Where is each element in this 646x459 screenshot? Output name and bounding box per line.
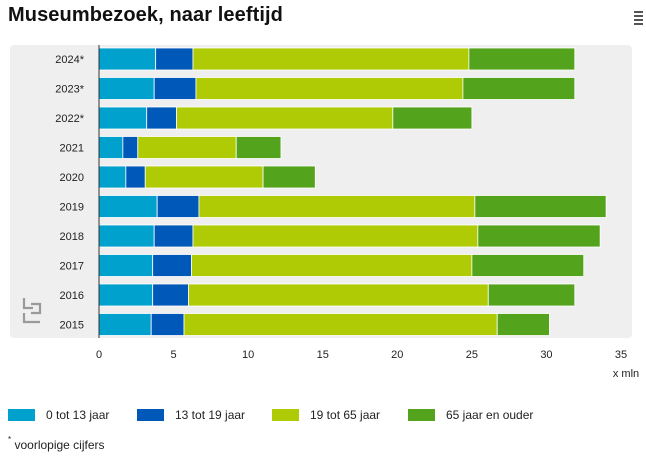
x-tick-label: 15 [317,349,329,361]
legend-label: 19 tot 65 jaar [310,408,381,422]
legend-swatch [137,409,164,421]
legend-swatch [272,409,299,421]
y-tick-label: 2019 [60,202,84,214]
bar-segment[interactable] [98,254,154,277]
legend-swatch [8,409,35,421]
x-tick-label: 10 [242,349,254,361]
cbs-logo-icon [22,298,42,324]
bar-segment[interactable] [462,77,576,100]
legend-item-19-65[interactable]: 19 tot 65 jaar [272,408,380,422]
y-tick-label: 2017 [60,261,84,273]
bar-segment[interactable] [98,47,157,71]
bar-segment[interactable] [496,313,550,336]
footnote-text: voorlopige cijfers [14,438,105,452]
legend-item-13-19[interactable]: 13 tot 19 jaar [137,408,245,422]
chart-area: 0 5 10 15 20 25 30 35 x mln 2024* 2023* 2022* 2021 20… [10,45,639,380]
bar-segment[interactable] [150,313,185,336]
bar-segment[interactable] [144,165,264,189]
bar-segment[interactable] [474,195,607,218]
bar-segment[interactable] [156,195,200,218]
bar-segment[interactable] [471,254,585,277]
x-tick-label: 35 [615,349,627,361]
bar-segment[interactable] [195,77,464,100]
bar-segment[interactable] [188,283,489,307]
bar-segment[interactable] [137,136,237,159]
bar-segment[interactable] [155,47,194,71]
bar-segment[interactable] [392,106,473,130]
x-tick-label: 20 [391,349,403,361]
bar-segment[interactable] [487,283,576,307]
bar-segment[interactable] [98,283,154,307]
bar-segment[interactable] [235,136,282,159]
menu-icon[interactable] [634,11,646,27]
y-tick-label: 2021 [60,143,84,155]
bar-segment[interactable] [262,165,316,189]
legend-item-0-13[interactable]: 0 tot 13 jaar [8,408,109,422]
bar-segment[interactable] [468,47,576,71]
legend: 0 tot 13 jaar 13 tot 19 jaar 19 tot 65 j… [8,408,638,426]
bar-segment[interactable] [183,313,498,336]
y-tick-label: 2020 [60,172,84,184]
x-axis-label: x mln [613,368,639,380]
legend-label: 65 jaar en ouder [446,408,534,422]
y-tick-label: 2018 [60,231,84,243]
bar-segment[interactable] [125,165,146,189]
bar-segment[interactable] [146,106,177,130]
y-tick-label: 2016 [60,290,84,302]
bar-segment[interactable] [153,224,194,248]
bar-segment[interactable] [191,254,473,277]
legend-swatch [408,409,435,421]
bar-segment[interactable] [98,165,127,189]
bar-segment[interactable] [192,224,479,248]
y-tick-label: 2024* [55,54,84,66]
x-tick-label: 5 [171,349,177,361]
bar-segment[interactable] [98,224,155,248]
legend-label: 13 tot 19 jaar [175,408,246,422]
bar-segment[interactable] [153,77,197,100]
legend-label: 0 tot 13 jaar [46,408,110,422]
bar-segment[interactable] [152,254,192,277]
x-tick-label: 30 [540,349,552,361]
bar-segment[interactable] [98,106,148,130]
bar-segment[interactable] [192,47,470,71]
bar-segment[interactable] [98,136,124,159]
legend-item-65-plus[interactable]: 65 jaar en ouder [408,408,533,422]
bar-segment[interactable] [98,195,158,218]
y-tick-label: 2023* [55,84,84,96]
footnote-mark: * [8,435,12,444]
bar-segment[interactable] [98,313,152,336]
bar-segment[interactable] [477,224,601,248]
x-tick-label: 0 [96,349,102,361]
y-tick-label: 2015 [60,320,84,332]
bar-segment[interactable] [198,195,476,218]
bar-segment[interactable] [176,106,394,130]
footnote: * voorlopige cijfers [8,435,105,452]
y-tick-label: 2022* [55,113,84,125]
bar-segment[interactable] [152,283,189,307]
x-tick-label: 25 [466,349,478,361]
bar-segment[interactable] [98,77,155,100]
chart-title: Museumbezoek, naar leeftijd [8,4,283,26]
bar-segment[interactable] [122,136,139,159]
